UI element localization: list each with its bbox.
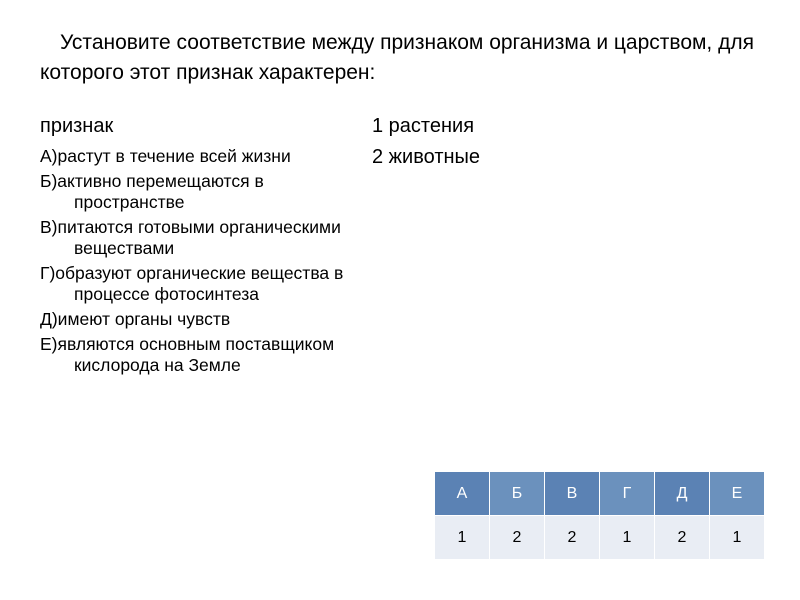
slide: Установите соответствие между признаком … <box>0 0 800 600</box>
table-value-cell: 2 <box>655 516 710 560</box>
right-column: 1 растения 2 животные <box>372 115 760 380</box>
table-value-cell: 1 <box>710 516 765 560</box>
option-item: 1 растения <box>372 115 760 138</box>
table-header-row: А Б В Г Д Е <box>435 472 765 516</box>
columns: признак А)растут в течение всей жизни Б)… <box>40 115 760 380</box>
feature-list: А)растут в течение всей жизни Б)активно … <box>40 146 352 376</box>
table-header-cell: Е <box>710 472 765 516</box>
left-column: признак А)растут в течение всей жизни Б)… <box>40 115 352 380</box>
list-item: Д)имеют органы чувств <box>40 309 352 330</box>
table-value-cell: 1 <box>600 516 655 560</box>
list-item: Б)активно перемещаются в пространстве <box>40 171 352 213</box>
left-heading: признак <box>40 115 352 138</box>
table-header-cell: Г <box>600 472 655 516</box>
table-value-cell: 2 <box>490 516 545 560</box>
slide-title: Установите соответствие между признаком … <box>40 28 760 89</box>
table-header-cell: А <box>435 472 490 516</box>
table-value-cell: 1 <box>435 516 490 560</box>
list-item: А)растут в течение всей жизни <box>40 146 352 167</box>
table-value-cell: 2 <box>545 516 600 560</box>
table-header-cell: В <box>545 472 600 516</box>
list-item: В)питаются готовыми органическими вещест… <box>40 217 352 259</box>
list-item: Г)образуют органические вещества в проце… <box>40 263 352 305</box>
table-header-cell: Д <box>655 472 710 516</box>
list-item: Е)являются основным поставщиком кислород… <box>40 334 352 376</box>
table-value-row: 1 2 2 1 2 1 <box>435 516 765 560</box>
answer-table: А Б В Г Д Е 1 2 2 1 2 1 <box>434 471 765 560</box>
table-header-cell: Б <box>490 472 545 516</box>
option-item: 2 животные <box>372 146 760 169</box>
